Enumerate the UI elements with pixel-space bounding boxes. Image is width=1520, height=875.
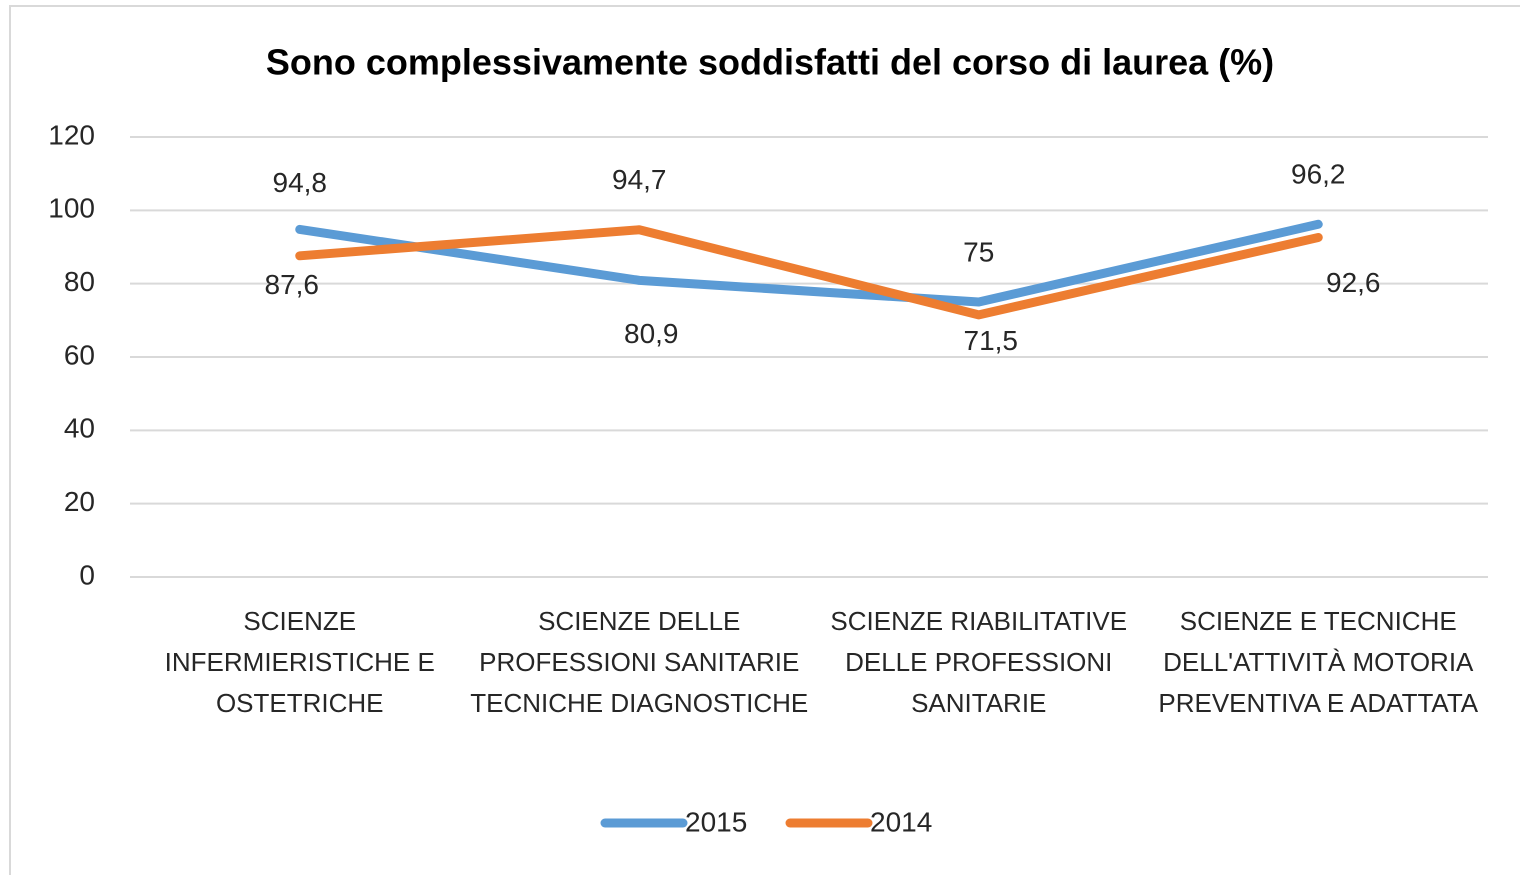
legend-label: 2015 bbox=[685, 806, 747, 837]
legend-label: 2014 bbox=[870, 806, 932, 837]
line-series bbox=[295, 225, 1323, 320]
x-tick-label: SCIENZE E TECNICHE DELL'ATTIVITÀ MOTORIA… bbox=[1158, 606, 1479, 718]
data-label: 94,8 bbox=[273, 167, 328, 198]
y-tick-label: 100 bbox=[48, 193, 95, 224]
x-tick-label: SCIENZE RIABILITATIVE DELLE PROFESSIONI … bbox=[830, 606, 1128, 718]
data-label: 71,5 bbox=[964, 325, 1019, 356]
y-tick-label: 60 bbox=[64, 339, 95, 370]
data-label: 75 bbox=[963, 236, 994, 267]
data-label: 87,6 bbox=[265, 269, 320, 300]
chart-title: Sono complessivamente soddisfatti del co… bbox=[266, 42, 1274, 83]
data-label: 96,2 bbox=[1291, 159, 1346, 190]
x-tick-label: SCIENZE INFERMIERISTICHE E OSTETRICHE bbox=[164, 606, 435, 718]
y-tick-label: 20 bbox=[64, 486, 95, 517]
chart-border bbox=[9, 5, 1520, 875]
line-series bbox=[295, 219, 1323, 307]
data-label: 80,9 bbox=[624, 318, 679, 349]
y-tick-label: 80 bbox=[64, 266, 95, 297]
data-label: 94,7 bbox=[612, 164, 667, 195]
x-tick-label: SCIENZE DELLE PROFESSIONI SANITARIE TECN… bbox=[470, 606, 809, 718]
y-tick-label: 0 bbox=[79, 559, 95, 590]
y-tick-label: 40 bbox=[64, 413, 95, 444]
y-tick-label: 120 bbox=[48, 119, 95, 150]
data-label: 92,6 bbox=[1326, 267, 1381, 298]
